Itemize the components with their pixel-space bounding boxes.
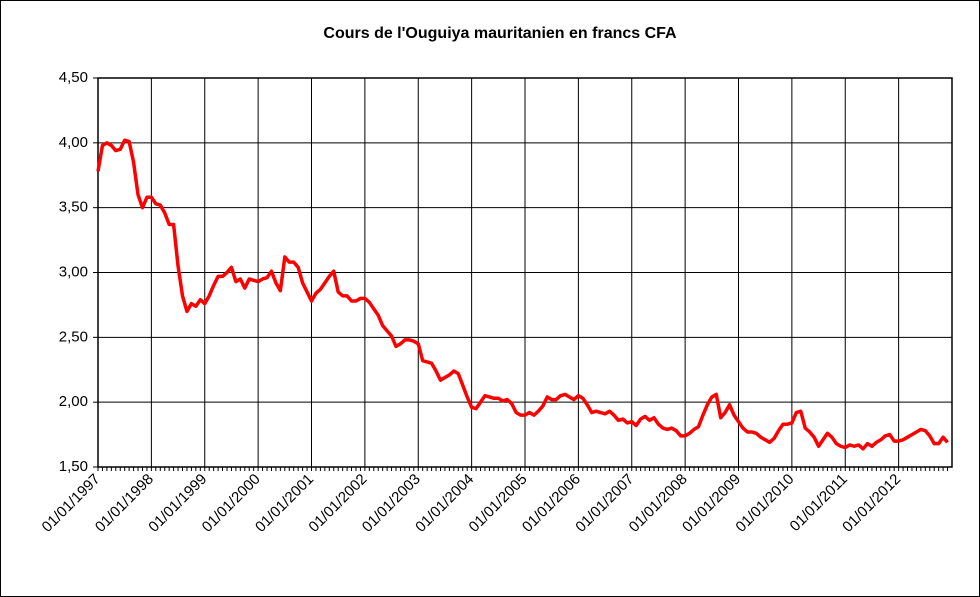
- y-tick-label: 4,50: [59, 69, 88, 86]
- y-tick-label: 4,00: [59, 134, 88, 151]
- y-tick-label: 3,50: [59, 199, 88, 216]
- y-tick-label: 2,50: [59, 328, 88, 345]
- y-tick-label: 1,50: [59, 458, 88, 475]
- y-tick-label: 3,00: [59, 263, 88, 280]
- y-tick-label: 2,00: [59, 393, 88, 410]
- chart-title: Cours de l'Ouguiya mauritanien en francs…: [323, 25, 677, 42]
- chart: Cours de l'Ouguiya mauritanien en francs…: [0, 0, 980, 597]
